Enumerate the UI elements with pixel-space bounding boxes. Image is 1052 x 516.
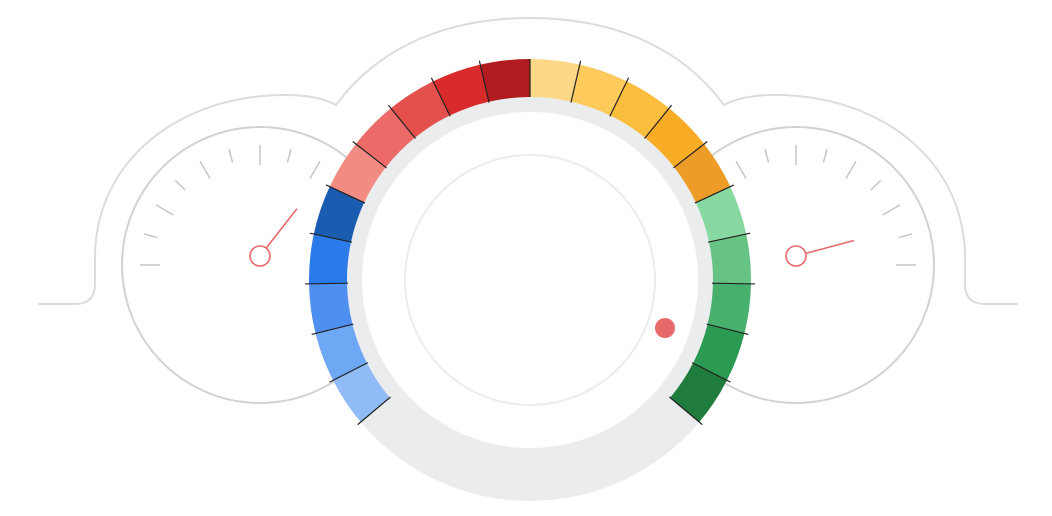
dial-face xyxy=(362,112,698,448)
scale-divider xyxy=(309,232,353,243)
scale-divider xyxy=(357,396,391,426)
gauge-tick xyxy=(845,160,857,179)
scale-segment xyxy=(693,324,745,381)
gauge-tick xyxy=(228,148,234,163)
dial-indicator[interactable] xyxy=(655,318,675,338)
scale-divider xyxy=(711,282,755,285)
scale-segment xyxy=(670,363,727,423)
scale-divider xyxy=(669,396,703,426)
dashboard-outline xyxy=(38,16,1018,305)
scale-segment xyxy=(313,186,365,242)
gauge-tick xyxy=(882,204,901,216)
color-scale xyxy=(305,59,755,426)
scale-divider xyxy=(707,232,751,243)
scale-segment xyxy=(329,143,386,203)
scale-segment xyxy=(530,59,580,102)
scale-segment xyxy=(610,81,670,138)
gauge-tick xyxy=(870,179,882,191)
scale-segment xyxy=(355,108,415,168)
scale-segment xyxy=(674,143,731,203)
scale-divider xyxy=(691,362,731,383)
scale-divider xyxy=(673,141,708,169)
scale-segment xyxy=(571,64,627,116)
scale-segment xyxy=(315,324,367,381)
scale-divider xyxy=(478,60,490,103)
gauge-tick xyxy=(199,160,211,179)
scale-segment xyxy=(390,81,450,138)
gauge-tick xyxy=(286,148,292,163)
scale-divider xyxy=(305,282,349,285)
scale-divider xyxy=(570,60,582,103)
scale-divider xyxy=(706,323,749,336)
gauge-tick xyxy=(143,233,158,239)
scale-divider xyxy=(325,184,366,204)
scale-segment xyxy=(480,59,530,102)
scale-divider xyxy=(609,77,630,117)
scale-segment xyxy=(433,64,489,116)
scale-divider xyxy=(352,141,387,169)
scale-divider xyxy=(430,77,451,117)
scale-segment xyxy=(709,234,752,284)
scale-segment xyxy=(695,186,747,242)
gauge-tick xyxy=(898,233,913,239)
gauge-tick xyxy=(174,179,186,191)
scale-divider xyxy=(329,362,369,383)
gauge-tick xyxy=(764,148,770,163)
gauge-needle xyxy=(265,208,298,249)
gauge-hub xyxy=(249,245,271,267)
scale-segment xyxy=(333,363,390,423)
gauge-needle xyxy=(805,239,855,255)
scale-divider xyxy=(387,104,416,139)
scale-segment xyxy=(645,108,705,168)
scale-segment xyxy=(309,234,351,284)
gauge-hub xyxy=(785,245,807,267)
scale-divider xyxy=(311,323,354,336)
gauge-tick xyxy=(155,204,174,216)
gauge-tick xyxy=(822,148,828,163)
scale-segment xyxy=(707,283,751,334)
scale-segment xyxy=(309,283,353,334)
gauge-tick xyxy=(309,160,321,179)
dial-inner-ring xyxy=(404,154,656,406)
gauge-tick xyxy=(735,160,747,179)
scale-divider xyxy=(644,104,673,139)
scale-divider xyxy=(694,184,735,204)
